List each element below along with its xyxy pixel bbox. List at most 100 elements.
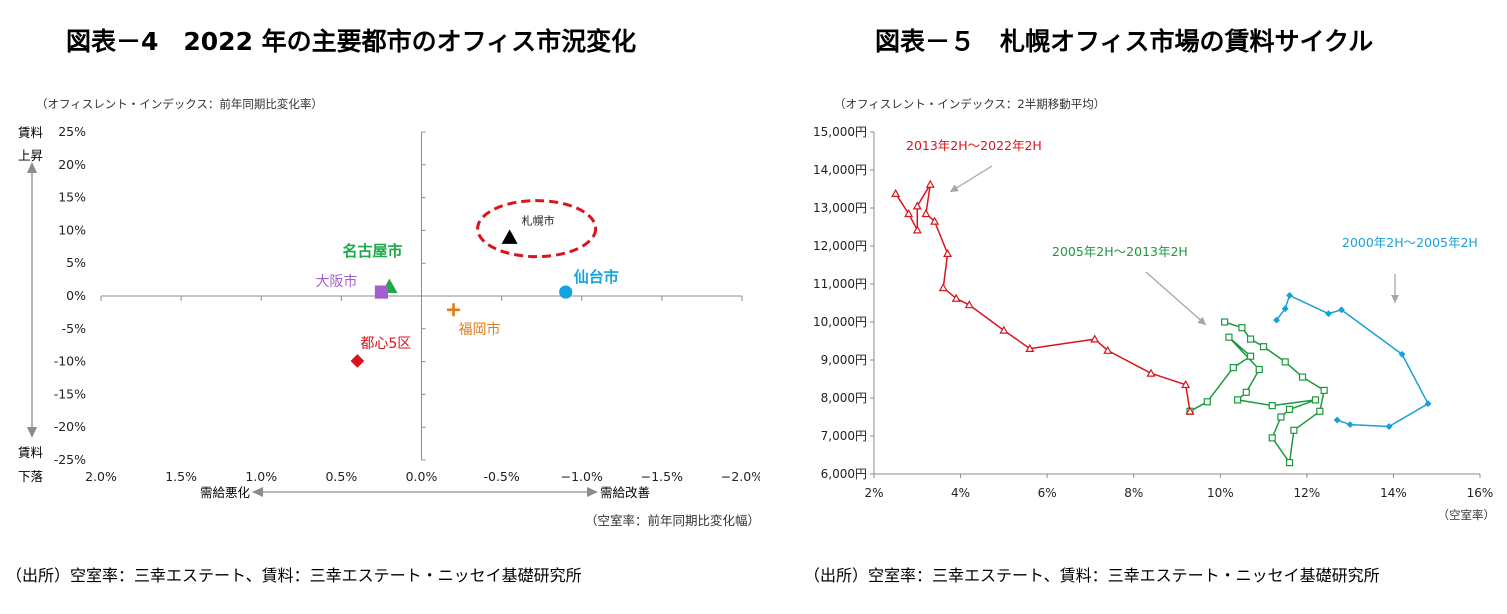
series-point: [1290, 426, 1298, 434]
y-tick-label: 8,000円: [821, 391, 867, 405]
series-point: [1221, 318, 1229, 326]
down-arrowhead: [27, 427, 37, 438]
series-line: [1189, 321, 1325, 464]
series-point: [1285, 405, 1294, 413]
up-arrowhead: [27, 162, 37, 173]
series-point: [912, 201, 922, 210]
y-tick-label: -5%: [62, 321, 86, 336]
x-tick-label: −1.5%: [641, 469, 683, 484]
figure-4-chart: （オフィスレント・インデックス：前年同期比変化率） 25% 20% 15% 10% 5% 0…: [18, 97, 760, 528]
y-axis-caption: （オフィスレント・インデックス：2半期移動平均）: [834, 97, 1105, 111]
series-point: [1229, 364, 1237, 372]
series-point: [999, 325, 1009, 334]
right-arrowhead: [587, 487, 598, 497]
series-line: [1275, 294, 1429, 428]
series-point: [1203, 398, 1211, 406]
series-point: [1286, 291, 1293, 299]
series-point: [1103, 345, 1113, 354]
x-axis-caption: （空室率：前年同期比変化幅）: [585, 513, 760, 528]
series-point: [912, 225, 922, 234]
x-tick-label: −2.0%: [721, 469, 760, 484]
y-axis-caption: （オフィスレント・インデックス：前年同期比変化率）: [36, 97, 323, 111]
y-tick-label: -20%: [54, 419, 86, 434]
series-point: [964, 300, 974, 309]
annotation-label: 2005年2H～2013年2H: [1052, 244, 1188, 259]
y-tick-label: -25%: [54, 452, 86, 467]
series-point: [1268, 402, 1276, 410]
rent-down-label: 賃料: [18, 445, 44, 460]
series-point: [1185, 406, 1195, 415]
x-tick-label: 2.0%: [85, 469, 117, 484]
point-label-marker: [501, 229, 518, 244]
series-point: [1234, 396, 1242, 404]
series-point: [1338, 306, 1345, 314]
rent-down-label-2: 下落: [18, 469, 44, 484]
point-label: 都心5区: [360, 336, 411, 352]
y-tick-label: 20%: [58, 157, 86, 172]
series-point: [1225, 333, 1233, 341]
y-tick-label: 10,000円: [813, 315, 867, 329]
y-tick-label: 15%: [58, 190, 86, 205]
point-label: 札幌市: [522, 214, 555, 228]
series-point: [1273, 316, 1281, 324]
x-tick-label: 0.5%: [325, 469, 357, 484]
series-point: [1285, 459, 1294, 467]
series-1: [1273, 291, 1432, 430]
annotation-arrow: [949, 165, 993, 193]
highlight-ellipse: [476, 199, 598, 259]
point-label: 名古屋市: [342, 242, 402, 260]
point-label: 福岡市: [459, 321, 501, 338]
series-point: [930, 216, 940, 225]
x-tick-label: 1.0%: [245, 469, 277, 484]
y-tick-label: 0%: [66, 288, 86, 303]
x-tick-label: 12%: [1294, 486, 1321, 500]
supply-worse-label: 需給悪化: [200, 485, 251, 500]
x-tick-label: 1.5%: [165, 469, 197, 484]
y-tick-label: 14,000円: [813, 163, 867, 177]
series-point: [1246, 352, 1255, 360]
series-point: [1025, 343, 1035, 352]
series-point: [1311, 396, 1320, 404]
series-point: [1424, 400, 1432, 408]
figure-4-panel: 図表－4 2022 年の主要都市のオフィス市況変化 （オフィスレント・インデック…: [6, 27, 760, 585]
series-line: [895, 183, 1191, 412]
y-tick-label: -15%: [54, 386, 86, 401]
series-point: [1242, 388, 1250, 396]
annotation-arrowhead: [950, 184, 959, 192]
point-label: 仙台市: [574, 268, 619, 286]
series-point: [1333, 416, 1341, 424]
series-point: [1246, 335, 1255, 343]
series-point: [1238, 324, 1246, 332]
figure-5-chart: （オフィスレント・インデックス：2半期移動平均） 6,000円 7,000円 8,00…: [813, 97, 1495, 522]
series-point: [1298, 373, 1307, 381]
point-label-marker: [559, 285, 573, 299]
x-tick-label: -0.5%: [483, 469, 519, 484]
figure-5-source: （出所）空室率：三幸エステート、賃料：三幸エステート・ニッセイ基礎研究所: [804, 566, 1380, 585]
series-point: [951, 293, 961, 302]
y-tick-label: -10%: [54, 354, 86, 369]
series-point: [1320, 386, 1328, 394]
series-point: [1268, 434, 1276, 442]
y-tick-label: 15,000円: [813, 125, 867, 139]
left-arrowhead: [252, 487, 263, 497]
point-5-marker: [350, 354, 365, 368]
annotation-label: 2013年2H～2022年2H: [906, 138, 1042, 153]
x-tick-label: 10%: [1207, 486, 1234, 500]
series-2: [1186, 318, 1328, 467]
series-point: [1277, 413, 1285, 421]
y-tick-label: 7,000円: [821, 429, 867, 443]
figure-4-source: （出所）空室率：三幸エステート、賃料：三幸エステート・ニッセイ基礎研究所: [6, 566, 582, 585]
rent-up-label-2: 上昇: [18, 148, 43, 163]
figure-5-title: 図表－５ 札幌オフィス市場の賃料サイクル: [875, 27, 1374, 56]
annotation-arrowhead: [1391, 295, 1399, 303]
series-point: [904, 208, 914, 218]
x-tick-label: −1.0%: [561, 469, 603, 484]
series-point: [891, 188, 901, 197]
series-point: [921, 208, 931, 218]
series-point: [938, 283, 948, 292]
series-point: [1255, 365, 1263, 374]
y-tick-label: 5%: [66, 255, 86, 270]
series-point: [1259, 343, 1268, 351]
series-point: [1385, 423, 1393, 430]
